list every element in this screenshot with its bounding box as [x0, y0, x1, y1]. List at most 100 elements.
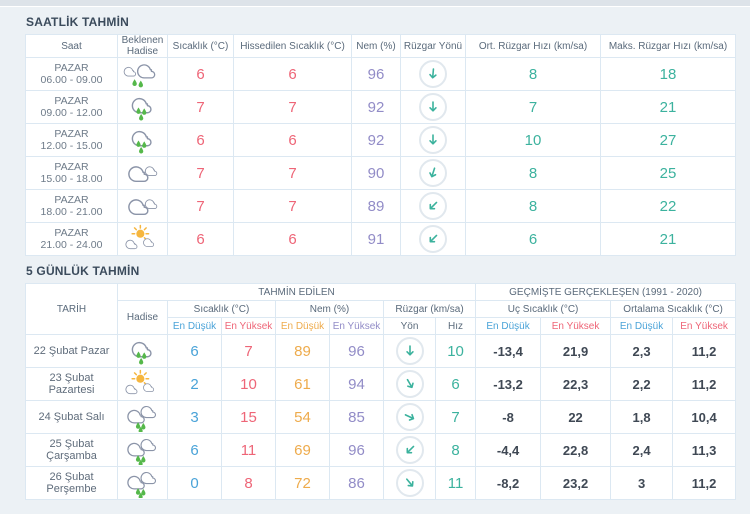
extreme-min-temp-value: -8	[475, 400, 542, 434]
cloudy-icon	[121, 158, 165, 188]
feels-like-value: 6	[233, 123, 352, 157]
col-header-sicaklik: Sıcaklık (°C)	[167, 300, 276, 318]
avg-min-temp-value: 2,4	[610, 433, 674, 467]
max-humidity-value: 94	[329, 367, 384, 401]
humidity-value: 89	[351, 189, 401, 223]
wind-direction-icon	[395, 370, 424, 398]
wind-direction-icon	[419, 225, 447, 253]
col-header-ort-ruzgar-hizi: Ort. Rüzgar Hızı (km/sa)	[465, 34, 601, 58]
content-area: SAATLİK TAHMİN Saat Beklenen Hadise Sıca…	[25, 15, 737, 500]
hourly-header-row: Saat Beklenen Hadise Sıcaklık (°C) Hisse…	[25, 34, 736, 58]
col-header-maks-ruzgar-hizi: Maks. Rüzgar Hızı (km/sa)	[600, 34, 736, 58]
top-strip	[0, 0, 750, 7]
humidity-value: 91	[351, 222, 401, 256]
avg-max-temp-value: 11,3	[672, 433, 737, 467]
min-temp-value: 2	[167, 367, 222, 401]
feels-like-value: 7	[233, 156, 352, 190]
col-header-ruzgar: Rüzgar (km/sa)	[382, 300, 477, 318]
avg-min-temp-value: 2,2	[610, 367, 674, 401]
daily-forecast-table: TARİH TAHMİN EDİLEN GEÇMİŞTE GERÇEKLEŞEN…	[25, 283, 737, 500]
min-temp-value: 0	[167, 466, 222, 500]
group-header-tahmin-edilen: TAHMİN EDİLEN	[116, 283, 477, 301]
time-range-label: 09.00 - 12.00	[40, 107, 103, 119]
max-wind-speed-value: 22	[600, 189, 736, 223]
avg-min-temp-value: 2,3	[610, 334, 674, 368]
subcol-humidity-max: En Yüksek	[329, 317, 384, 335]
extreme-max-temp-value: 22,3	[540, 367, 612, 401]
sun-clouds-icon	[121, 224, 165, 254]
subcol-wind-speed: Hız	[434, 317, 477, 335]
temperature-value: 7	[167, 90, 234, 124]
col-header-sicaklik: Sıcaklık (°C)	[167, 34, 234, 58]
humidity-value: 96	[351, 57, 401, 91]
time-range-label: 06.00 - 09.00	[40, 74, 103, 86]
extreme-min-temp-value: -8,2	[475, 466, 542, 500]
avg-max-temp-value: 11,2	[672, 334, 737, 368]
max-wind-speed-value: 25	[600, 156, 736, 190]
subcol-temp-min: En Düşük	[167, 317, 222, 335]
min-humidity-value: 72	[275, 466, 330, 500]
max-temp-value: 7	[221, 334, 276, 368]
wind-direction-icon	[395, 469, 424, 497]
temperature-value: 6	[167, 222, 234, 256]
rain-clouds-icon	[121, 468, 165, 498]
avg-max-temp-value: 11,2	[672, 367, 737, 401]
temperature-value: 7	[167, 156, 234, 190]
wind-direction-icon	[395, 337, 424, 365]
feels-like-value: 7	[233, 90, 352, 124]
avg-min-temp-value: 1,8	[610, 400, 674, 434]
wind-speed-value: 10	[434, 334, 477, 368]
col-header-uc-sicaklik: Uç Sıcaklık (°C)	[475, 300, 612, 318]
hourly-row: PAZAR 12.00 - 15.00 6 6 92 10 27	[25, 123, 736, 157]
max-humidity-value: 86	[329, 466, 384, 500]
max-wind-speed-value: 21	[600, 90, 736, 124]
time-range-label: 21.00 - 24.00	[40, 239, 103, 251]
temperature-value: 7	[167, 189, 234, 223]
wind-direction-icon	[419, 93, 447, 121]
max-wind-speed-value: 21	[600, 222, 736, 256]
weather-forecast-page: SAATLİK TAHMİN Saat Beklenen Hadise Sıca…	[0, 0, 750, 500]
date-label: 24 Şubat Salı	[25, 400, 118, 434]
max-temp-value: 10	[221, 367, 276, 401]
max-temp-value: 15	[221, 400, 276, 434]
date-label: 23 Şubat Pazartesi	[25, 367, 118, 401]
wind-speed-value: 11	[434, 466, 477, 500]
subcol-wind-dir: Yön	[383, 317, 436, 335]
wind-direction-icon	[419, 60, 447, 88]
avg-wind-speed-value: 8	[465, 156, 601, 190]
time-range-label: 18.00 - 21.00	[40, 206, 103, 218]
col-header-ruzgar-yonu: Rüzgar Yönü	[400, 34, 466, 58]
hourly-row: PAZAR 09.00 - 12.00 7 7 92 7 21	[25, 90, 736, 124]
max-humidity-value: 96	[329, 334, 384, 368]
wind-direction-icon	[419, 159, 447, 187]
feels-like-value: 6	[233, 57, 352, 91]
max-wind-speed-value: 18	[600, 57, 736, 91]
rain-light-icon	[121, 59, 165, 89]
humidity-value: 92	[351, 90, 401, 124]
avg-wind-speed-value: 10	[465, 123, 601, 157]
daily-row: 26 Şubat Perşembe 0 8 72 86 11 -8,2 23,2…	[25, 466, 737, 500]
feels-like-value: 6	[233, 222, 352, 256]
subcol-avg-min: En Düşük	[610, 317, 674, 335]
date-label: 25 Şubat Çarşamba	[25, 433, 118, 467]
avg-wind-speed-value: 8	[465, 189, 601, 223]
humidity-value: 90	[351, 156, 401, 190]
col-header-hadise: Hadise	[117, 300, 168, 335]
rain-icon	[121, 125, 165, 155]
rain-clouds-icon	[121, 402, 165, 432]
extreme-min-temp-value: -4,4	[475, 433, 542, 467]
extreme-min-temp-value: -13,2	[475, 367, 542, 401]
max-temp-value: 11	[221, 433, 276, 467]
daily-row: 23 Şubat Pazartesi 2 10 61 94 6 -13,2 22…	[25, 367, 737, 401]
max-temp-value: 8	[221, 466, 276, 500]
min-humidity-value: 89	[275, 334, 330, 368]
temperature-value: 6	[167, 57, 234, 91]
extreme-max-temp-value: 22	[540, 400, 612, 434]
daily-header-subcategory-row: En Düşük En Yüksek En Düşük En Yüksek Yö…	[26, 317, 737, 335]
col-header-beklenen-hadise: Beklenen Hadise	[117, 34, 168, 58]
subcol-temp-max: En Yüksek	[221, 317, 276, 335]
humidity-value: 92	[351, 123, 401, 157]
wind-direction-icon	[395, 436, 424, 464]
min-humidity-value: 54	[275, 400, 330, 434]
daily-row: 24 Şubat Salı 3 15 54 85 7 -8 22 1,8 10,…	[25, 400, 737, 434]
